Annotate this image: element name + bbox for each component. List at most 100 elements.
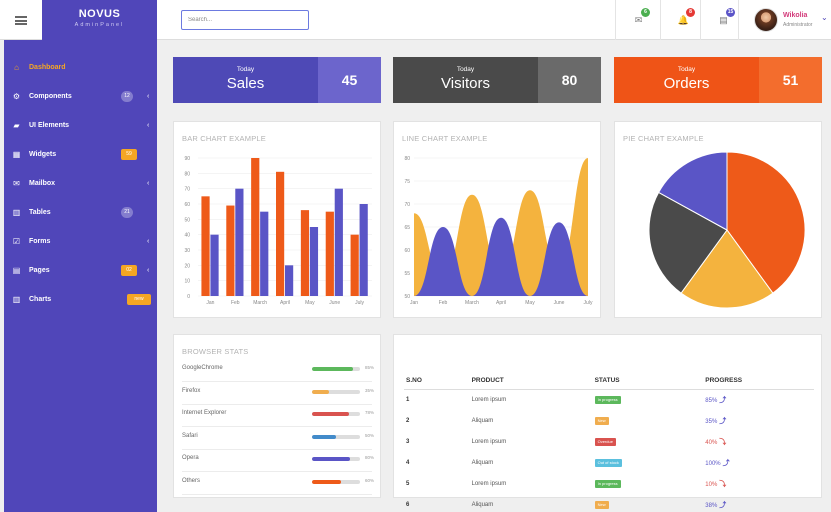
progress-value: 85% xyxy=(705,397,718,404)
browser-stats-panel: BROWSER STATS GoogleChrome 85% Firefox 35% I… xyxy=(173,334,381,498)
product-name: Lorem ipsum xyxy=(471,438,507,445)
progress-value: 10% xyxy=(705,481,718,488)
line-x-tick: April xyxy=(496,300,506,306)
stat-value: 45 xyxy=(318,57,381,103)
bell-icon: 🔔 xyxy=(677,14,690,25)
table-row[interactable]: 5 Lorem ipsum In progress 10% ⤵ xyxy=(404,473,814,494)
browser-progress-fill xyxy=(312,412,350,417)
status-badge: Overdue xyxy=(594,437,616,446)
sidebar-item-label: Widgets xyxy=(29,151,57,158)
product-name: Aliquam xyxy=(471,417,494,424)
hamburger-icon xyxy=(15,15,27,25)
table-row[interactable]: 6 Aliquam New 38% ⤴ xyxy=(404,494,814,512)
browser-percent: 80% xyxy=(365,455,375,461)
stat-card-sales[interactable]: Today Sales 45 xyxy=(173,57,381,103)
bar-mark xyxy=(334,188,343,296)
check-square-icon: ☑ xyxy=(12,236,21,246)
table-row[interactable]: 3 Lorem ipsum Overdue 40% ⤵ xyxy=(404,431,814,452)
bar-mark xyxy=(359,204,368,296)
bar-mark xyxy=(210,234,219,296)
chevron-left-icon: ‹ xyxy=(147,180,150,187)
pie-slice xyxy=(657,151,728,231)
browser-progress-track xyxy=(312,457,360,462)
chevron-down-icon: ⌄ xyxy=(821,13,828,22)
sidebar-item-label: Charts xyxy=(29,296,52,303)
progress-cell: 10% ⤵ xyxy=(703,473,814,494)
bar-mark xyxy=(285,265,294,296)
browser-name: Internet Explorer xyxy=(182,410,227,417)
browser-name: Opera xyxy=(182,455,199,462)
bar-x-tick: Jan xyxy=(206,300,214,306)
sidebar-badge: 12 xyxy=(121,91,133,102)
menu-toggle-button[interactable] xyxy=(0,0,42,40)
envelope-button[interactable]: ✉ 6 xyxy=(615,0,661,40)
progress-value: 35% xyxy=(705,418,718,425)
product-name: Lorem ipsum xyxy=(471,480,507,487)
table-header-cell: PROGRESS xyxy=(703,373,814,390)
sidebar-badge: 02 xyxy=(121,265,137,276)
user-role: Administrator xyxy=(783,22,813,28)
sidebar-item-charts[interactable]: ▥ Charts new xyxy=(4,285,157,314)
sidebar-item-mailbox[interactable]: ✉ Mailbox ‹ xyxy=(4,169,157,198)
status-cell: In progress xyxy=(593,389,704,410)
stat-card-orders[interactable]: Today Orders 51 xyxy=(614,57,822,103)
table-row[interactable]: 4 Aliquam Out of stock 100% ⤴ xyxy=(404,452,814,473)
arrow-down-icon: ⤵ xyxy=(717,480,727,488)
bar-y-tick: 60 xyxy=(184,202,190,208)
status-cell: New xyxy=(593,494,704,512)
progress-cell: 100% ⤴ xyxy=(703,452,814,473)
brand-logo[interactable]: NOVUS AdminPanel xyxy=(42,0,157,40)
browser-percent: 50% xyxy=(365,432,375,438)
sidebar-item-widgets[interactable]: ▦ Widgets 59 xyxy=(4,140,157,169)
line-x-tick: May xyxy=(525,300,535,306)
bar-mark xyxy=(325,211,334,296)
stat-label: Orders xyxy=(663,75,710,92)
sidebar-item-ui-elements[interactable]: ▰ UI Elements ‹ xyxy=(4,111,157,140)
table-row[interactable]: 2 Aliquam New 35% ⤴ xyxy=(404,410,814,431)
status-cell: Out of stock xyxy=(593,452,704,473)
bar-y-tick: 80 xyxy=(184,171,190,177)
stat-label: Visitors xyxy=(441,75,490,92)
stat-period: Today xyxy=(236,66,255,73)
sidebar-item-tables[interactable]: ▥ Tables 21 xyxy=(4,198,157,227)
chevron-left-icon: ‹ xyxy=(147,93,150,100)
browser-percent: 35% xyxy=(365,387,375,393)
progress-cell: 85% ⤴ xyxy=(703,389,814,410)
row-number: 1 xyxy=(406,396,410,403)
bar-x-tick: May xyxy=(305,300,315,306)
stat-value: 51 xyxy=(759,57,822,103)
envelope-icon: ✉ xyxy=(634,14,643,25)
sidebar-badge: new xyxy=(127,294,151,305)
bar-y-tick: 50 xyxy=(184,217,190,223)
sidebar-item-label: Components xyxy=(29,93,72,100)
bar-mark xyxy=(276,171,285,296)
chevron-left-icon: ‹ xyxy=(147,267,150,274)
bell-button[interactable]: 🔔 8 xyxy=(660,0,706,40)
arrow-up-icon: ⤴ xyxy=(717,417,727,425)
sidebar-item-dashboard[interactable]: ⌂ Dashboard xyxy=(4,53,157,82)
user-menu[interactable]: Wikolia Administrator ⌄ xyxy=(738,0,831,40)
line-chart-panel: LINE CHART EXAMPLE 50 55 60 65 70 75 80 Jan Feb M… xyxy=(393,121,601,318)
status-badge: New xyxy=(594,416,609,425)
chevron-left-icon: ‹ xyxy=(147,238,150,245)
browser-stat-row: GoogleChrome 85% xyxy=(182,360,374,382)
row-number: 2 xyxy=(406,417,410,424)
bar-y-tick: 0 xyxy=(187,294,190,300)
sidebar-item-label: Tables xyxy=(29,209,51,216)
browser-stats-title: BROWSER STATS xyxy=(182,347,249,356)
stat-value: 80 xyxy=(538,57,601,103)
row-number: 4 xyxy=(406,459,410,466)
sidebar-item-components[interactable]: ⚙ Components 12 ‹ xyxy=(4,82,157,111)
table-row[interactable]: 1 Lorem ipsum In progress 85% ⤴ xyxy=(404,389,814,410)
row-number: 3 xyxy=(406,438,410,445)
sidebar-item-forms[interactable]: ☑ Forms ‹ xyxy=(4,227,157,256)
avatar xyxy=(754,8,778,32)
browser-name: Others xyxy=(182,478,201,484)
notification-badge: 15 xyxy=(726,8,735,17)
list-button[interactable]: ▤ 15 xyxy=(700,0,746,40)
search-input[interactable] xyxy=(181,10,309,30)
bar-mark xyxy=(201,196,210,296)
sidebar-item-pages[interactable]: ▤ Pages 02 ‹ xyxy=(4,256,157,285)
bar-x-tick: July xyxy=(355,300,364,306)
stat-card-visitors[interactable]: Today Visitors 80 xyxy=(393,57,601,103)
